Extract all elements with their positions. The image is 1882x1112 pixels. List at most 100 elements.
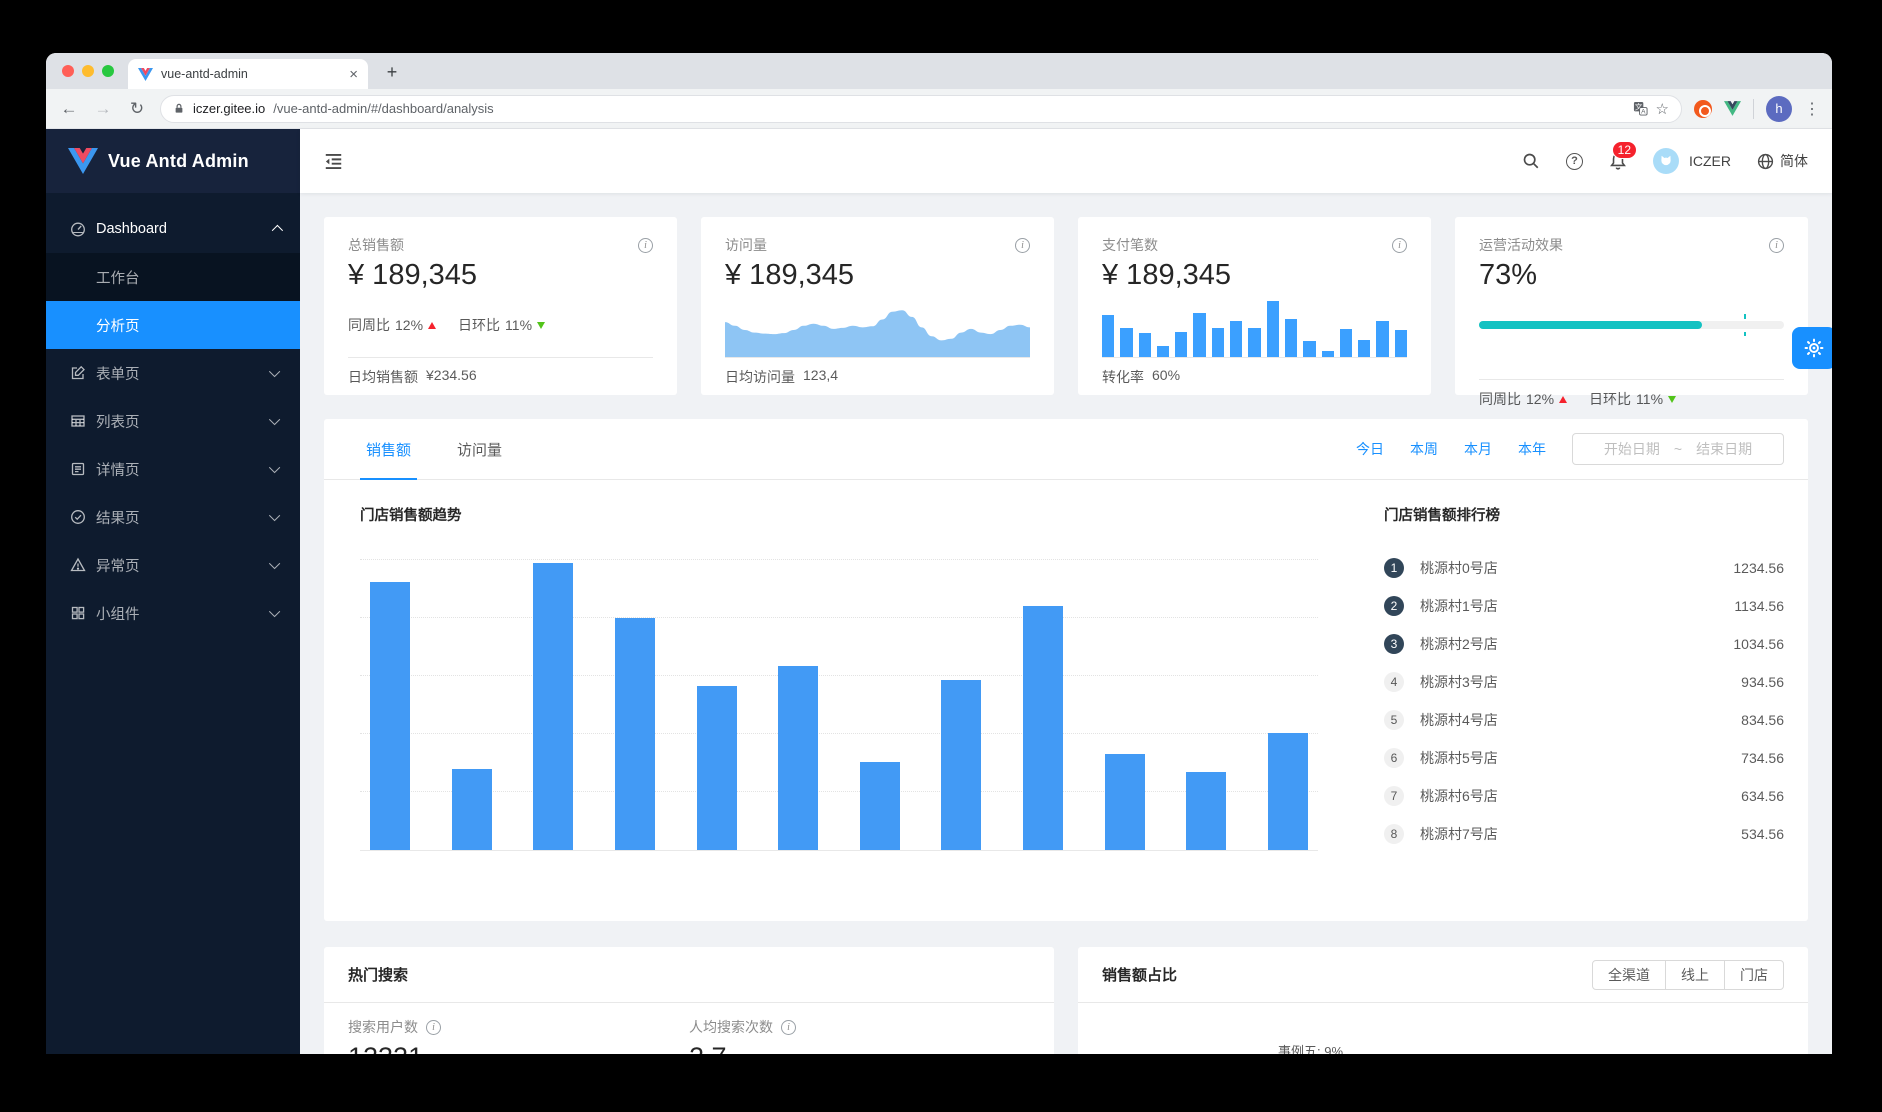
progress-target-marker <box>1744 331 1747 336</box>
reload-button[interactable]: ↻ <box>129 98 145 118</box>
bar[interactable] <box>1267 733 1308 850</box>
bar[interactable] <box>533 563 574 850</box>
caret-up-icon <box>1559 395 1568 403</box>
sidebar-item-dashboard[interactable]: Dashboard <box>46 205 300 253</box>
vue-devtools-extension-icon[interactable] <box>1724 101 1741 116</box>
info-icon[interactable]: i <box>426 1019 441 1035</box>
gridline <box>360 675 1318 676</box>
bar[interactable] <box>1104 754 1145 850</box>
username[interactable]: ICZER <box>1689 153 1731 169</box>
bar[interactable] <box>370 582 410 850</box>
store-value: 834.56 <box>1741 712 1784 728</box>
info-icon[interactable]: i <box>1769 237 1784 253</box>
payments-bar-chart <box>1102 301 1408 357</box>
mini-bar <box>1284 319 1298 357</box>
gear-icon <box>1804 338 1824 358</box>
bar[interactable] <box>696 686 737 850</box>
page-content: 总销售额 i ¥ 189,345 同周比 12% 日环比 11% <box>300 193 1832 1054</box>
url-domain: iczer.gitee.io <box>193 101 266 116</box>
sales-tabbar: 销售额 访问量 今日 本周 本月 本年 开始日期 ~ 结束日期 <box>324 419 1808 480</box>
bar[interactable] <box>1186 772 1227 850</box>
rank-row: 5 桃源村4号店 834.56 <box>1384 701 1784 739</box>
bookmark-star-icon[interactable]: ☆ <box>1655 100 1669 118</box>
stat-title: 访问量 <box>725 237 767 253</box>
store-name: 桃源村3号店 <box>1420 674 1498 690</box>
sidebar-item-workplace[interactable]: 工作台 <box>96 270 140 287</box>
rank-row: 1 桃源村0号店 1234.56 <box>1384 549 1784 587</box>
bar[interactable] <box>614 618 655 850</box>
bar[interactable] <box>1023 606 1063 850</box>
app-title: Vue Antd Admin <box>108 150 249 171</box>
sidebar-item-list[interactable]: 列表页 <box>46 397 300 445</box>
theme-settings-button[interactable] <box>1792 327 1832 369</box>
bar[interactable] <box>941 680 982 850</box>
maximize-window-button[interactable] <box>102 65 114 77</box>
sidebar-item-exception[interactable]: 异常页 <box>46 541 300 589</box>
menu-fold-icon[interactable] <box>324 152 343 171</box>
range-today-link[interactable]: 今日 <box>1356 441 1384 457</box>
sidebar-item-components[interactable]: 小组件 <box>46 589 300 637</box>
store-value: 934.56 <box>1741 674 1784 690</box>
minimize-window-button[interactable] <box>82 65 94 77</box>
rank-badge: 6 <box>1384 748 1404 768</box>
date-range-picker[interactable]: 开始日期 ~ 结束日期 <box>1572 433 1784 465</box>
sidebar-item-result[interactable]: 结果页 <box>46 493 300 541</box>
mini-bar <box>1376 321 1389 357</box>
mini-bar <box>1321 351 1334 357</box>
store-name: 桃源村7号店 <box>1420 826 1498 842</box>
app-logo[interactable]: Vue Antd Admin <box>46 129 300 193</box>
back-button[interactable]: ← <box>60 98 78 118</box>
range-month-link[interactable]: 本月 <box>1464 441 1492 457</box>
help-icon[interactable]: ? <box>1566 152 1583 170</box>
tab-visits[interactable]: 访问量 <box>457 441 503 459</box>
close-window-button[interactable] <box>62 65 74 77</box>
forward-button[interactable]: → <box>94 98 112 118</box>
new-tab-button[interactable]: + <box>386 62 398 82</box>
channel-store-button[interactable]: 门店 <box>1724 959 1784 990</box>
date-end-placeholder: 结束日期 <box>1696 441 1753 457</box>
info-icon[interactable]: i <box>781 1019 796 1035</box>
language-switcher[interactable]: 简体 <box>1757 151 1808 171</box>
appstore-icon <box>70 605 86 621</box>
mini-bar <box>1266 301 1279 357</box>
store-value: 534.56 <box>1741 826 1784 842</box>
info-icon[interactable]: i <box>638 237 653 253</box>
channel-online-button[interactable]: 线上 <box>1665 959 1725 990</box>
search-icon[interactable] <box>1522 152 1540 170</box>
rank-row: 3 桃源村2号店 1034.56 <box>1384 625 1784 663</box>
rank-badge: 4 <box>1384 672 1404 692</box>
gridline <box>360 617 1318 618</box>
trend-week: 同周比 12% <box>1479 389 1568 409</box>
tab-close-icon[interactable]: × <box>349 65 358 83</box>
browser-menu-icon[interactable]: ⋮ <box>1804 100 1820 118</box>
browser-tab[interactable]: vue-antd-admin × <box>128 59 368 89</box>
store-value: 634.56 <box>1741 788 1784 804</box>
info-icon[interactable]: i <box>1392 237 1407 253</box>
bar[interactable] <box>778 666 819 850</box>
activity-progress-bar <box>1479 314 1784 336</box>
browser-profile-avatar[interactable]: h <box>1766 95 1792 122</box>
traffic-lights <box>62 65 114 77</box>
sidebar-item-form[interactable]: 表单页 <box>46 349 300 397</box>
channel-all-button[interactable]: 全渠道 <box>1592 959 1666 990</box>
language-label: 简体 <box>1780 153 1808 169</box>
stat-card-visits: 访问量 i ¥ 189,345 日均访问量 123,4 <box>701 217 1054 395</box>
bar[interactable] <box>859 762 900 850</box>
tab-sales[interactable]: 销售额 <box>359 419 418 480</box>
svg-text:A: A <box>1641 109 1646 116</box>
address-bar[interactable]: iczer.gitee.io /vue-antd-admin/#/dashboa… <box>160 94 1682 123</box>
bar[interactable] <box>451 769 492 850</box>
sidebar-item-detail[interactable]: 详情页 <box>46 445 300 493</box>
header-actions: ? 12 ICZER 简体 <box>1522 140 1808 174</box>
dashboard-submenu: 工作台分析页 <box>46 253 300 349</box>
range-year-link[interactable]: 本年 <box>1518 441 1546 457</box>
info-icon[interactable]: i <box>1015 237 1030 253</box>
extension-orange-icon[interactable] <box>1694 99 1712 118</box>
range-week-link[interactable]: 本周 <box>1410 441 1438 457</box>
sidebar-item-analysis[interactable]: 分析页 <box>46 301 300 349</box>
notifications-bell[interactable]: 12 <box>1609 140 1637 171</box>
mini-bar <box>1303 341 1316 357</box>
rank-row: 8 桃源村7号店 534.56 <box>1384 815 1784 853</box>
user-avatar[interactable] <box>1653 148 1679 174</box>
